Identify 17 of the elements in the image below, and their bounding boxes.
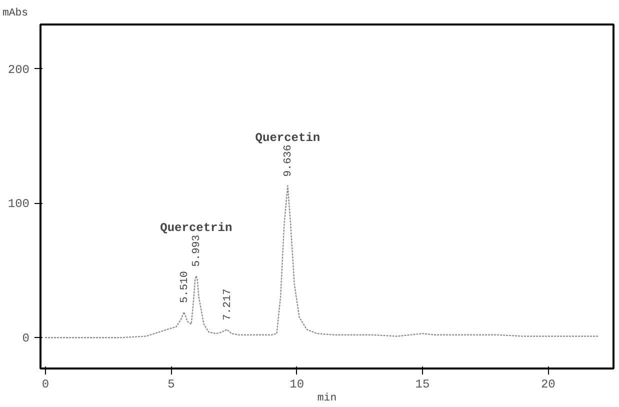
y-axis-title: mAbs (2, 8, 28, 20)
annotation: 5.993 (191, 234, 204, 267)
annotation: 9.636 (282, 144, 295, 177)
annotation: 5.510 (179, 271, 191, 304)
x-tick-label: 20 (540, 378, 556, 392)
y-tick-label: 100 (8, 197, 30, 212)
x-tick-label: 10 (290, 378, 304, 392)
x-tick-label: 5 (168, 378, 175, 392)
annotation: 7.217 (222, 288, 234, 321)
y-tick-label: 200 (8, 62, 30, 77)
y-tick-label: 0 (22, 332, 30, 346)
x-tick-label: 15 (415, 378, 430, 392)
line-series (44, 185, 600, 338)
annotation: Quercetin (255, 130, 320, 145)
annotation: Quercetrin (160, 220, 232, 235)
x-axis-title: min (317, 392, 337, 404)
x-tick-label: 0 (42, 378, 50, 392)
